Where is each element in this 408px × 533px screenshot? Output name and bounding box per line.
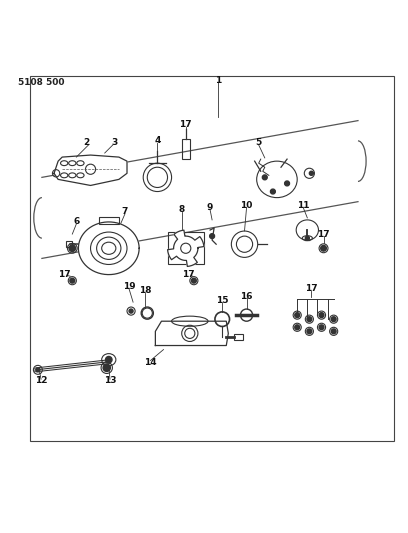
- Circle shape: [331, 329, 336, 334]
- Bar: [30, 76, 395, 441]
- Text: 13: 13: [104, 376, 116, 385]
- Circle shape: [129, 309, 133, 313]
- Circle shape: [285, 181, 290, 186]
- Text: 17: 17: [180, 120, 192, 129]
- Text: 10: 10: [240, 201, 253, 210]
- Circle shape: [36, 368, 40, 372]
- Text: 17: 17: [182, 270, 195, 279]
- Text: 5: 5: [255, 139, 262, 148]
- Text: 19: 19: [123, 282, 135, 291]
- Polygon shape: [54, 155, 127, 185]
- Circle shape: [307, 329, 312, 334]
- Text: 12: 12: [35, 376, 47, 385]
- Circle shape: [262, 175, 267, 180]
- Circle shape: [70, 278, 75, 283]
- Polygon shape: [155, 321, 228, 345]
- Bar: [99, 216, 119, 224]
- Text: 7: 7: [122, 207, 128, 216]
- Circle shape: [295, 313, 299, 318]
- Circle shape: [307, 317, 312, 321]
- Circle shape: [331, 317, 336, 321]
- Circle shape: [191, 278, 196, 283]
- Text: 6: 6: [73, 217, 80, 227]
- Text: 17: 17: [317, 230, 330, 239]
- Circle shape: [319, 325, 324, 330]
- Circle shape: [305, 236, 309, 240]
- Polygon shape: [168, 230, 204, 266]
- Text: 15: 15: [216, 296, 228, 305]
- Text: 1: 1: [215, 76, 221, 85]
- Text: 18: 18: [139, 286, 151, 295]
- Text: 9: 9: [207, 203, 213, 212]
- Bar: [168, 232, 204, 264]
- Circle shape: [321, 245, 326, 251]
- Text: 8: 8: [179, 205, 185, 214]
- Text: 2: 2: [83, 139, 90, 148]
- Text: 16: 16: [240, 292, 253, 301]
- Circle shape: [319, 313, 324, 318]
- Circle shape: [271, 189, 275, 194]
- Circle shape: [295, 325, 299, 330]
- Text: 3: 3: [112, 139, 118, 148]
- Circle shape: [103, 364, 111, 372]
- Bar: [66, 241, 72, 247]
- Circle shape: [309, 171, 313, 175]
- Text: 11: 11: [297, 201, 310, 210]
- Polygon shape: [78, 222, 139, 274]
- Text: 14: 14: [144, 358, 157, 367]
- Circle shape: [69, 245, 75, 252]
- Circle shape: [210, 233, 215, 239]
- Text: 17: 17: [305, 284, 318, 293]
- Text: 5108 500: 5108 500: [18, 78, 64, 87]
- Circle shape: [106, 357, 112, 363]
- Text: 17: 17: [58, 270, 71, 279]
- Text: 4: 4: [154, 136, 161, 146]
- Bar: [234, 334, 243, 340]
- Bar: [182, 139, 190, 159]
